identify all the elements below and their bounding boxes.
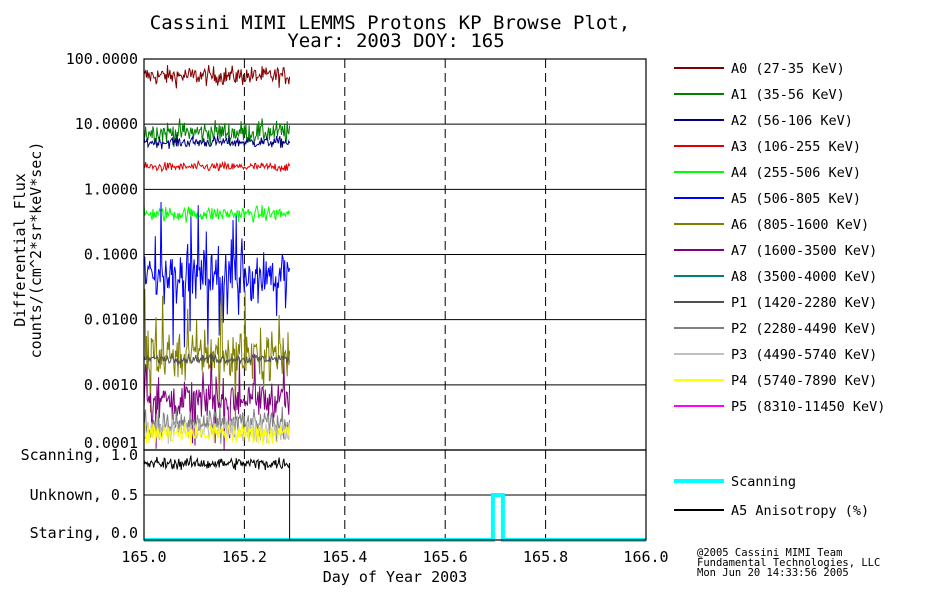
legend-label: P2 (2280-4490 KeV) bbox=[731, 321, 877, 337]
status-panel: Scanning, 1.0 Unknown, 0.5 Staring, 0.0 bbox=[21, 446, 647, 542]
legend-label: P5 (8310-11450 KeV) bbox=[731, 399, 885, 415]
flux-series-line bbox=[143, 65, 291, 89]
legend-label: P1 (1420-2280 KeV) bbox=[731, 295, 877, 311]
flux-series-line bbox=[143, 405, 291, 444]
x-tick-label: 165.0 bbox=[121, 548, 166, 566]
flux-series-line bbox=[143, 118, 291, 148]
flux-y-tick-label: 0.0001 bbox=[84, 434, 138, 452]
flux-y-ticks: 100.0000 10.0000 1.0000 0.1000 0.0100 0.0010 0… bbox=[66, 50, 138, 452]
legend-label: Scanning bbox=[731, 474, 796, 490]
y-axis-label: Differential Flux counts/(cm^2*sr*keV*se… bbox=[11, 142, 45, 359]
credit-line2: Fundamental Technologies, LLC bbox=[697, 557, 880, 569]
flux-series-line bbox=[143, 421, 291, 446]
status-panel-frame bbox=[143, 449, 647, 541]
flux-series-line bbox=[143, 134, 291, 150]
chart-title-line1: Cassini MIMI LEMMS Protons KP Browse Plo… bbox=[150, 12, 630, 34]
x-tick-label: 165.6 bbox=[423, 548, 468, 566]
status-y-tick-label: Staring, 0.0 bbox=[30, 524, 138, 542]
legend-label: A6 (805-1600 KeV) bbox=[731, 217, 869, 233]
flux-series-line bbox=[143, 204, 291, 223]
status-legend: Scanning A5 Anisotropy (%) bbox=[674, 474, 869, 519]
flux-series-line bbox=[143, 353, 291, 451]
flux-y-tick-label: 1.0000 bbox=[84, 180, 138, 198]
x-tick-label: 165.8 bbox=[523, 548, 568, 566]
legend-label: A1 (35-56 KeV) bbox=[731, 87, 845, 103]
flux-series-line bbox=[143, 159, 291, 173]
flux-series-line bbox=[143, 201, 291, 348]
flux-series-group bbox=[143, 65, 291, 451]
status-y-ticks: Scanning, 1.0 Unknown, 0.5 Staring, 0.0 bbox=[21, 446, 138, 542]
flux-panel: 100.0000 10.0000 1.0000 0.1000 0.0100 0.0010 0… bbox=[66, 50, 647, 452]
status-series-group bbox=[143, 455, 646, 542]
legend-label: P4 (5740-7890 KeV) bbox=[731, 373, 877, 389]
x-ticks: 165.0 165.2 165.4 165.6 165.8 166.0 bbox=[121, 548, 668, 566]
x-tick-label: 166.0 bbox=[623, 548, 668, 566]
legend-label: A4 (255-506 KeV) bbox=[731, 165, 861, 181]
legend-label: A0 (27-35 KeV) bbox=[731, 61, 845, 77]
flux-y-tick-label: 0.1000 bbox=[84, 246, 138, 264]
flux-series-line bbox=[143, 352, 291, 366]
scanning-series-line bbox=[144, 493, 646, 542]
credit-line3: Mon Jun 20 14:33:56 2005 bbox=[697, 567, 849, 579]
x-axis-label: Day of Year 2003 bbox=[323, 568, 468, 586]
legend-label: A5 (506-805 KeV) bbox=[731, 191, 861, 207]
y-axis-label-line2: counts/(cm^2*sr*keV*sec) bbox=[27, 142, 45, 359]
legend-label: A8 (3500-4000 KeV) bbox=[731, 269, 877, 285]
legend-label: A7 (1600-3500 KeV) bbox=[731, 243, 877, 259]
status-grid bbox=[144, 450, 646, 540]
status-y-tick-label: Unknown, 0.5 bbox=[30, 486, 138, 504]
flux-grid bbox=[144, 59, 646, 450]
y-axis-label-line1: Differential Flux bbox=[11, 173, 29, 327]
chart-title-line2: Year: 2003 DOY: 165 bbox=[287, 30, 504, 52]
flux-y-tick-label: 0.0010 bbox=[84, 376, 138, 394]
anisotropy-series-line bbox=[143, 455, 291, 540]
legend-label: P3 (4490-5740 KeV) bbox=[731, 347, 877, 363]
flux-y-tick-label: 0.0100 bbox=[84, 311, 138, 329]
legend-label: A2 (56-106 KeV) bbox=[731, 113, 853, 129]
legend-label: A5 Anisotropy (%) bbox=[731, 503, 869, 519]
x-tick-label: 165.2 bbox=[222, 548, 267, 566]
flux-y-tick-label: 100.0000 bbox=[66, 50, 138, 68]
credit-line1: @2005 Cassini MIMI Team bbox=[697, 547, 842, 559]
credits: @2005 Cassini MIMI Team Fundamental Tech… bbox=[697, 547, 880, 579]
flux-series-line bbox=[143, 283, 291, 420]
legend-label: A3 (106-255 KeV) bbox=[731, 139, 861, 155]
flux-y-tick-label: 10.0000 bbox=[75, 115, 138, 133]
status-y-tick-label: Scanning, 1.0 bbox=[21, 446, 138, 464]
flux-legend: A0 (27-35 KeV) A1 (35-56 KeV) A2 (56-106 K… bbox=[674, 61, 885, 415]
x-tick-label: 165.4 bbox=[322, 548, 367, 566]
